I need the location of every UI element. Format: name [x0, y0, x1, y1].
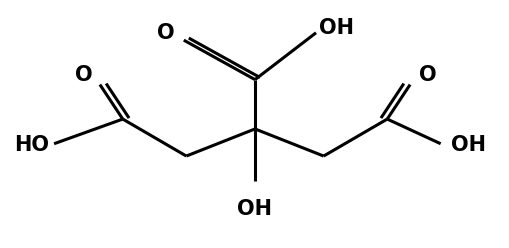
Text: OH: OH [237, 199, 272, 219]
Text: OH: OH [318, 18, 353, 38]
Text: O: O [418, 65, 436, 85]
Text: O: O [75, 65, 92, 85]
Text: HO: HO [14, 135, 49, 155]
Text: OH: OH [450, 135, 485, 155]
Text: O: O [157, 23, 175, 43]
